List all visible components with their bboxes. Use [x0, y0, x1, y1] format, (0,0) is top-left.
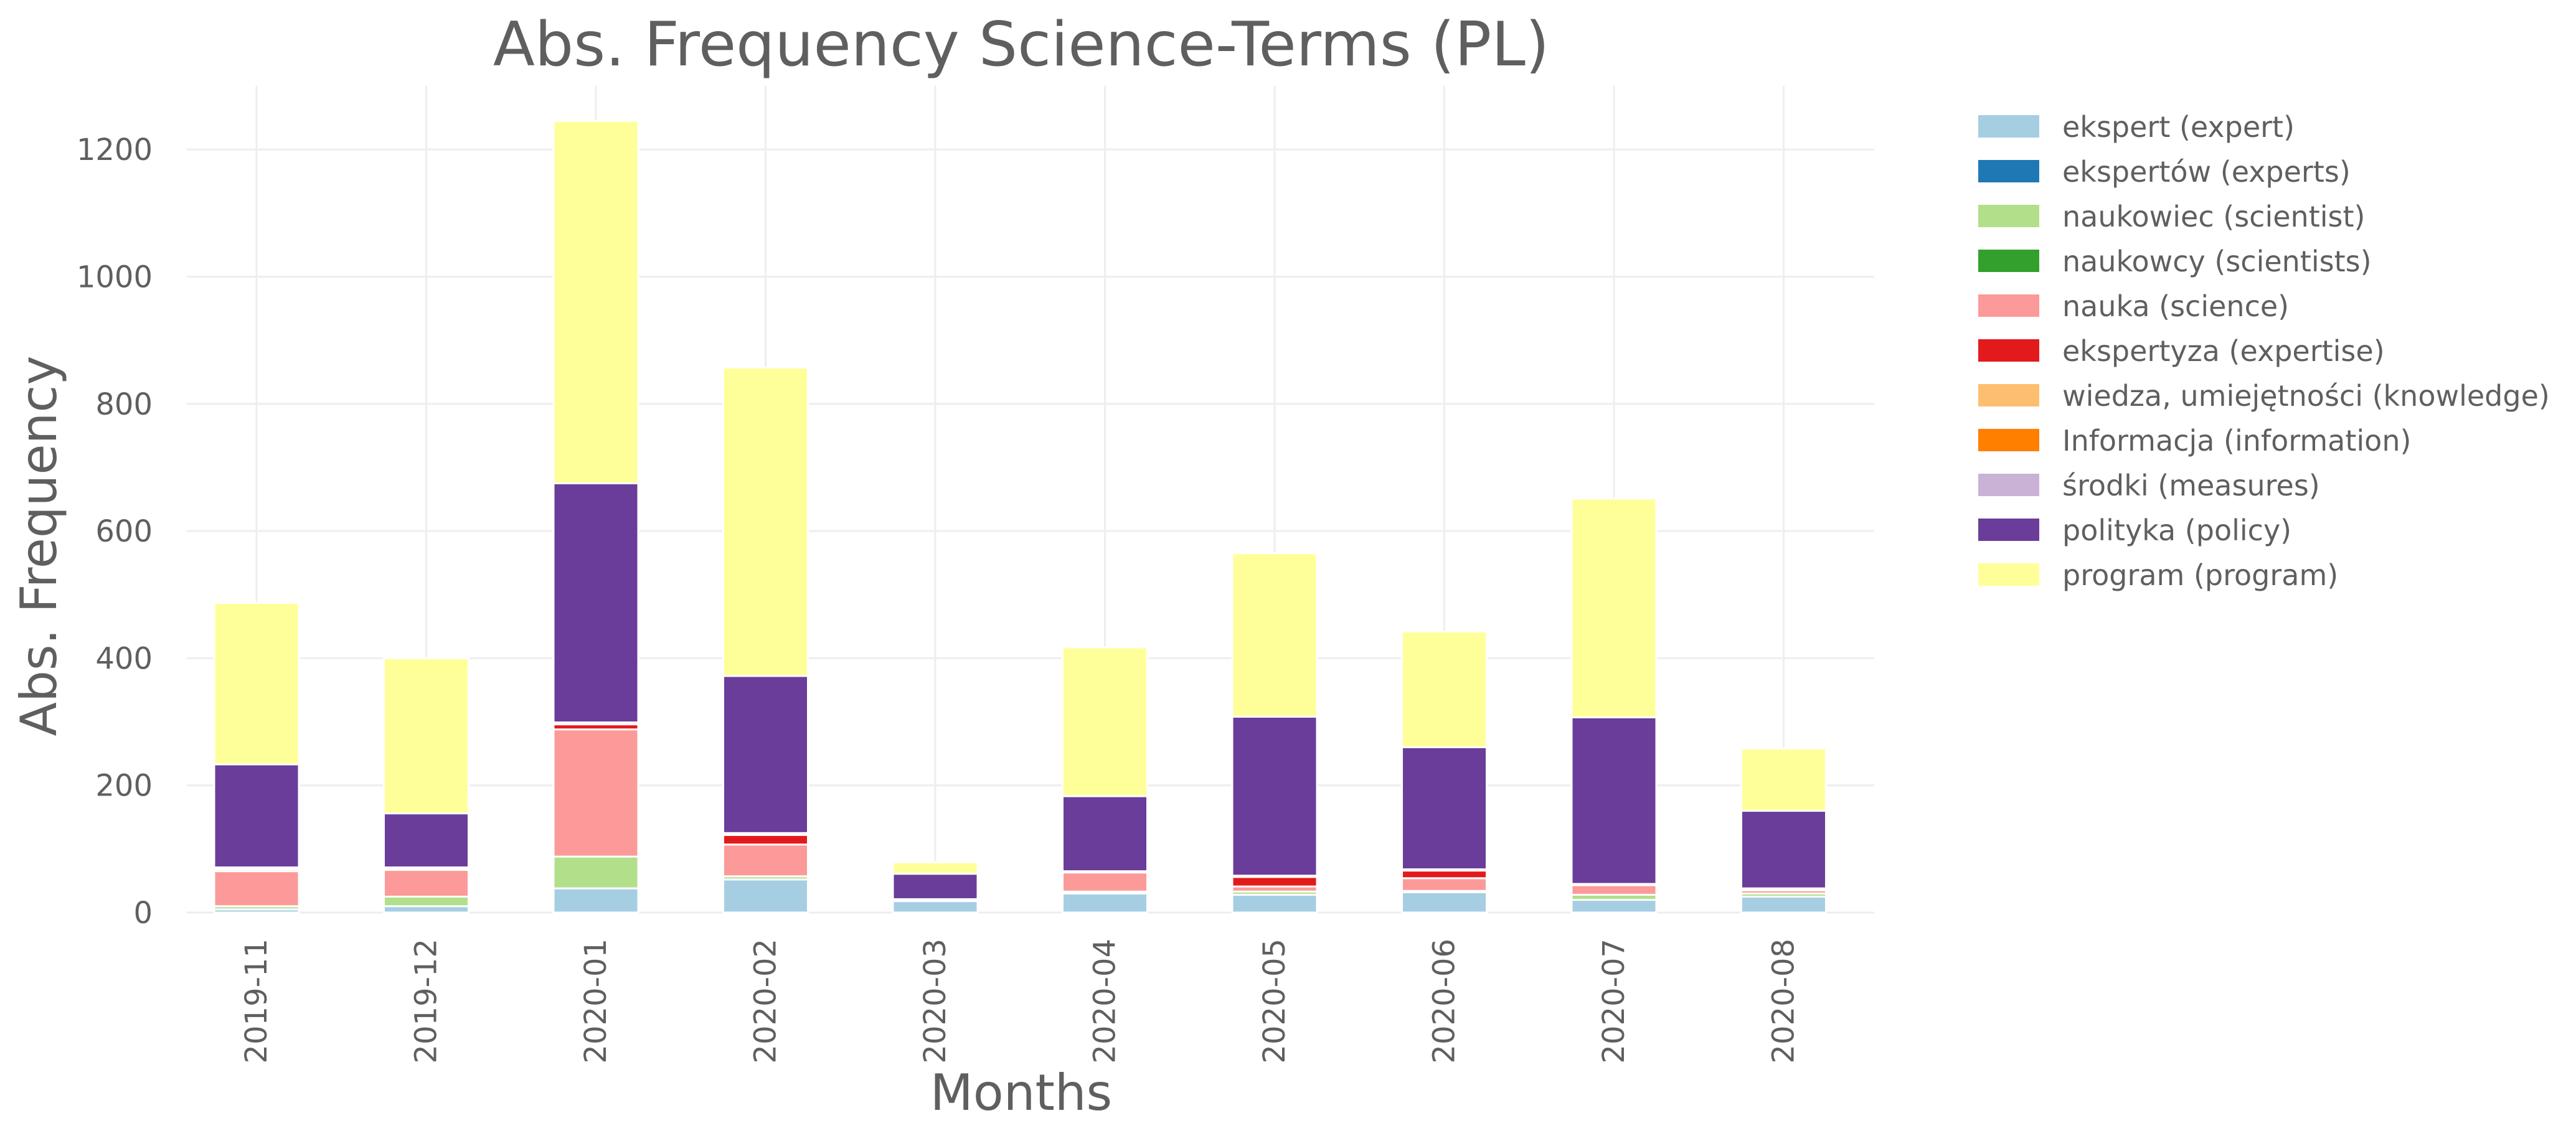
legend-label: ekspert (expert): [2062, 110, 2295, 144]
legend-swatch: [1978, 563, 2039, 586]
legend-label: ekspertyza (expertise): [2062, 334, 2385, 368]
x-tick-label: 2020-04: [1088, 939, 1123, 1064]
legend-swatch: [1978, 205, 2039, 227]
legend-label: środki (measures): [2062, 469, 2320, 502]
bar-segment: [1570, 497, 1658, 718]
x-tick-label: 2019-11: [239, 939, 274, 1064]
bars: [213, 120, 1827, 914]
bar-segment: [892, 861, 979, 875]
legend-label: ekspertów (experts): [2062, 155, 2351, 189]
legend-swatch: [1978, 474, 2039, 496]
bar-segment: [213, 870, 300, 908]
legend-label: wiedza, umiejętności (knowledge): [2062, 379, 2550, 413]
legend-label: naukowcy (scientists): [2062, 245, 2372, 278]
y-tick-label: 0: [133, 896, 153, 931]
bar-segment: [383, 812, 469, 868]
legend-swatch: [1978, 429, 2039, 451]
x-tick-label: 2020-03: [918, 939, 953, 1064]
bar-segment: [892, 873, 979, 901]
bar-segment: [1062, 892, 1148, 914]
bar-segment: [1231, 893, 1318, 914]
bar-segment: [383, 895, 469, 908]
bar-segment: [1062, 646, 1148, 797]
legend-label: Informacja (information): [2062, 424, 2411, 458]
x-axis-ticks: 2019-11 2019-12 2020-01 2020-02 2020-03 2020-…: [239, 939, 1801, 1064]
legend-label: program (program): [2062, 558, 2338, 592]
bar-segment: [1570, 899, 1658, 914]
bar-segment: [552, 887, 639, 914]
x-tick-label: 2019-12: [409, 939, 444, 1064]
bar-segment: [722, 833, 809, 846]
legend-swatch: [1978, 519, 2039, 541]
legend-swatch: [1978, 294, 2039, 317]
legend-label: polityka (policy): [2062, 514, 2291, 547]
legend-swatch: [1978, 250, 2039, 272]
legend-swatch: [1978, 384, 2039, 406]
bar-segment: [213, 602, 300, 766]
bar-segment: [1401, 870, 1488, 880]
bar-segment: [552, 855, 639, 890]
y-tick-label: 1000: [77, 260, 153, 294]
bar-segment: [1570, 716, 1658, 885]
y-tick-label: 600: [95, 514, 153, 549]
y-axis-ticks: 0 200 400 600 800 1000 1200: [77, 133, 153, 931]
bar-segment: [383, 905, 469, 914]
legend-swatch: [1978, 115, 2039, 138]
bar-segment: [892, 900, 979, 914]
bar-segment: [722, 843, 809, 878]
legend-swatch: [1978, 339, 2039, 362]
bar-segment: [552, 728, 639, 858]
legend-label: nauka (science): [2062, 289, 2289, 323]
bar-segment: [1401, 630, 1488, 748]
bar-segment: [1401, 746, 1488, 871]
bar-segment: [722, 367, 809, 677]
bar-segment: [213, 763, 300, 868]
x-tick-label: 2020-01: [578, 939, 613, 1064]
bar-segment: [1062, 795, 1148, 873]
legend-label: naukowiec (scientist): [2062, 200, 2365, 233]
bar-segment: [1740, 895, 1827, 914]
x-axis-label: Months: [930, 1064, 1112, 1122]
bar-segment: [1570, 884, 1658, 896]
y-tick-label: 800: [95, 387, 153, 422]
bar-segment: [552, 120, 639, 484]
legend: ekspert (expert) ekspertów (experts) nauko…: [1978, 110, 2550, 592]
bar-segment: [1062, 871, 1148, 893]
bar-segment: [383, 869, 469, 898]
chart-title: Abs. Frequency Science-Terms (PL): [493, 9, 1549, 80]
bar-segment: [1401, 877, 1488, 892]
y-tick-label: 200: [95, 769, 153, 804]
y-tick-label: 400: [95, 641, 153, 676]
bar-segment: [383, 657, 469, 815]
bar-segment: [1740, 810, 1827, 890]
x-tick-label: 2020-07: [1597, 939, 1631, 1064]
y-axis-label: Abs. Frequency: [10, 355, 68, 736]
bar-segment: [722, 878, 809, 914]
bar-segment: [1231, 876, 1318, 888]
x-tick-label: 2020-06: [1427, 939, 1462, 1064]
bar-segment: [1401, 891, 1488, 914]
y-tick-label: 1200: [77, 133, 153, 167]
x-tick-label: 2020-05: [1257, 939, 1292, 1064]
bar-segment: [1740, 747, 1827, 812]
x-tick-label: 2020-08: [1767, 939, 1801, 1064]
bar-segment: [552, 482, 639, 724]
legend-swatch: [1978, 160, 2039, 182]
bar-segment: [722, 675, 809, 834]
bar-segment: [1231, 715, 1318, 877]
bar-segment: [1231, 552, 1318, 718]
x-tick-label: 2020-02: [748, 939, 783, 1064]
